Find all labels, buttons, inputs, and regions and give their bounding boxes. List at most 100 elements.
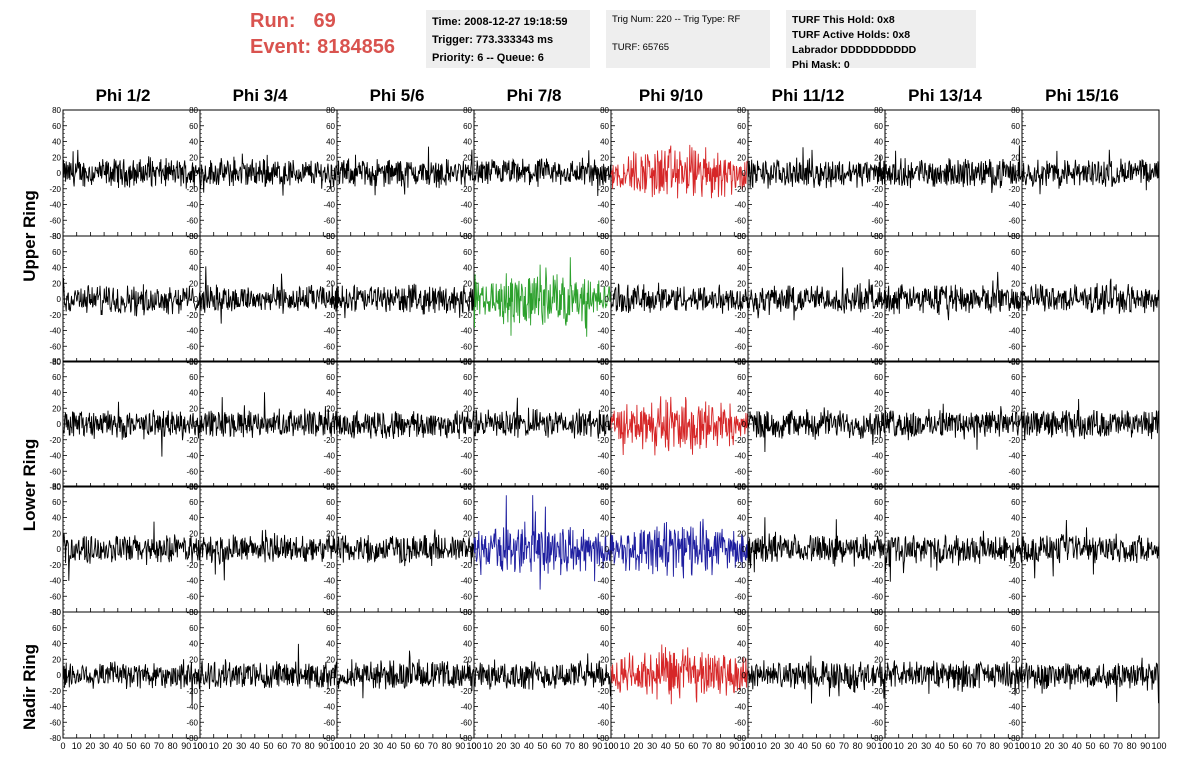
column-title-phi-13-14: Phi 13/14 [908,86,982,105]
y-tick-label: -20 [49,185,61,194]
x-tick-label: 50 [126,741,136,751]
y-tick-label: 60 [463,498,472,507]
y-tick-label: 80 [600,232,609,241]
y-tick-label: 80 [326,106,335,115]
x-tick-label: 20 [222,741,232,751]
y-tick-label: 0 [194,169,199,178]
x-tick-label: 20 [907,741,917,751]
y-tick-label: -80 [734,734,746,743]
waveform-trace [1021,278,1160,315]
y-tick-label: 60 [189,373,198,382]
y-tick-label: -60 [1008,342,1020,351]
y-tick-label: 60 [463,624,472,633]
y-tick-label: -40 [186,327,198,336]
y-tick-label: -80 [323,358,335,367]
y-tick-label: 80 [737,357,746,366]
y-tick-label: 40 [600,514,609,523]
waveform-trace [610,644,749,705]
waveform-panel [1021,109,1160,237]
waveform-panel [62,235,201,363]
y-tick-label: 20 [1011,279,1020,288]
y-tick-label: 0 [331,420,336,429]
y-tick-label: 40 [463,264,472,273]
x-tick-label: 0 [608,741,613,751]
y-tick-label: 20 [189,655,198,664]
y-tick-label: -60 [49,718,61,727]
y-tick-label: -60 [734,342,746,351]
y-tick-label: -40 [460,201,472,210]
y-tick-label: 60 [326,498,335,507]
x-tick-label: 100 [1014,741,1029,751]
y-tick-label: 20 [52,529,61,538]
y-tick-label: -20 [460,687,472,696]
y-tick-label: 40 [874,138,883,147]
x-tick-label: 20 [633,741,643,751]
y-tick-label: 60 [52,498,61,507]
y-tick-label: 0 [742,420,747,429]
x-tick-label: 10 [346,741,356,751]
y-tick-label: 40 [463,640,472,649]
waveform-panel [884,109,1023,237]
y-tick-label: 40 [463,138,472,147]
y-tick-label: 20 [463,279,472,288]
y-tick-label: 40 [874,514,883,523]
y-tick-label: 40 [874,389,883,398]
waveform-trace [199,643,338,690]
x-tick-label: 0 [197,741,202,751]
x-tick-label: 50 [537,741,547,751]
y-tick-label: -80 [597,734,609,743]
waveform-trace [884,403,1023,450]
y-tick-label: -20 [1008,311,1020,320]
y-tick-label: 60 [600,248,609,257]
y-tick-label: -40 [871,703,883,712]
x-tick-label: 50 [674,741,684,751]
x-tick-label: 70 [702,741,712,751]
y-tick-label: 80 [600,357,609,366]
column-title-phi-3-4: Phi 3/4 [232,86,288,105]
y-tick-label: 0 [468,545,473,554]
x-tick-label: 80 [305,741,315,751]
y-tick-label: 0 [605,169,610,178]
waveform-panel [473,611,612,739]
y-tick-label: -20 [49,311,61,320]
waveform-trace [473,653,612,697]
x-tick-label: 30 [784,741,794,751]
waveform-trace [1021,519,1160,579]
y-tick-label: 40 [1011,138,1020,147]
waveform-panel [610,235,749,363]
y-tick-label: 40 [874,640,883,649]
waveform-trace [62,149,201,190]
y-tick-label: 40 [737,389,746,398]
waveform-panel [336,611,475,739]
y-tick-label: 20 [1011,655,1020,664]
labrador-text: Labrador DDDDDDDDDD [792,44,917,56]
y-tick-label: 0 [57,169,62,178]
waveform-panel [62,485,201,613]
y-tick-label: 0 [331,545,336,554]
y-tick-label: -60 [597,216,609,225]
y-tick-label: -80 [323,232,335,241]
x-tick-label: 60 [277,741,287,751]
x-tick-label: 0 [1019,741,1024,751]
y-tick-label: -80 [1008,358,1020,367]
y-tick-label: -20 [871,311,883,320]
y-tick-label: 80 [463,482,472,491]
waveform-panel [336,360,475,488]
y-tick-label: 40 [52,389,61,398]
waveform-trace [62,521,201,581]
event-value: 8184856 [317,36,395,58]
waveform-panel [1021,485,1160,613]
y-tick-label: 80 [189,106,198,115]
y-tick-label: 20 [52,655,61,664]
waveform-trace [473,397,612,439]
y-tick-label: -40 [49,452,61,461]
y-tick-label: -40 [49,201,61,210]
y-tick-label: -80 [186,734,198,743]
x-tick-label: 90 [181,741,191,751]
y-tick-label: 60 [874,248,883,257]
x-tick-label: 20 [359,741,369,751]
y-tick-label: 0 [57,420,62,429]
waveform-trace [199,153,338,196]
y-tick-label: 20 [326,655,335,664]
